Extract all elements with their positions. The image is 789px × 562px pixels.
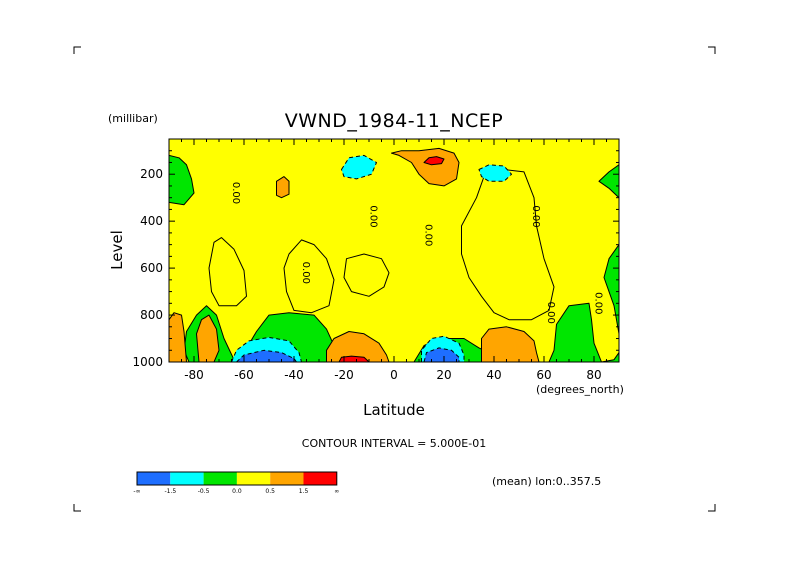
colorbar-label: 0.5 (265, 488, 275, 495)
colorbar-swatch (236, 472, 271, 485)
contour-region-blue (423, 347, 460, 362)
contour-label: 0.00 (423, 224, 434, 246)
contour-label: 0.00 (545, 302, 556, 324)
x-tick-label: -20 (334, 368, 354, 382)
crop-mark-top-left (73, 46, 81, 54)
colorbar-label: -∞ (133, 488, 140, 495)
contour-region-cyan (341, 154, 377, 180)
x-tick-label: -80 (184, 368, 204, 382)
colorbar-label: -0.5 (198, 488, 210, 495)
contour-regions (169, 139, 619, 362)
crop-mark-bottom-left (73, 504, 81, 512)
y-tick-label: 400 (140, 214, 163, 228)
colorbar-label: -1.5 (164, 488, 176, 495)
contour-label: 0.00 (230, 182, 241, 204)
x-tick-label: 80 (586, 368, 601, 382)
contour-region-orange (391, 147, 460, 187)
y-axis: 200 400 600 800 1000 (132, 150, 619, 369)
contour-label: 0.00 (300, 262, 311, 284)
colorbar-swatch (203, 472, 237, 485)
contour-region-yellow (343, 253, 390, 297)
colorbar-label: 0.0 (232, 488, 242, 495)
contour-region-yellow (169, 139, 619, 362)
contour-labels: 0.00 0.00 0.00 0.00 0.00 0.00 0.00 (230, 182, 604, 324)
x-tick-label: 60 (536, 368, 551, 382)
contour-region-red (423, 156, 445, 166)
crop-mark-bottom-right (708, 504, 716, 512)
contour-region-red (338, 355, 370, 362)
contour-region-orange (326, 331, 390, 362)
contour-label: 0.00 (530, 205, 541, 227)
contour-region-yellow (208, 237, 247, 307)
chart-title: VWND_1984-11_NCEP (285, 110, 503, 132)
x-axis-unit: (degrees_north) (536, 383, 624, 396)
contour-region-orange (196, 314, 220, 362)
x-tick-label: 0 (390, 368, 398, 382)
colorbar-swatch (170, 472, 204, 485)
x-tick-label: -40 (284, 368, 304, 382)
y-axis-unit: (millibar) (108, 112, 158, 125)
contour-region-orange (169, 312, 187, 362)
x-tick-label: 40 (486, 368, 501, 382)
contour-region-orange (276, 176, 290, 199)
x-tick-label: -60 (234, 368, 254, 382)
colorbar-label: 1.5 (299, 488, 309, 495)
contour-region-orange (481, 326, 540, 362)
colorbar: -∞ -1.5 -0.5 0.0 0.5 1.5 ∞ (133, 471, 339, 495)
y-tick-label: 200 (140, 167, 163, 181)
colorbar-frame (136, 471, 338, 486)
crop-marks (73, 46, 716, 512)
contour-region-cyan (478, 164, 512, 182)
y-tick-label: 1000 (132, 355, 163, 369)
contour-interval-note: CONTOUR INTERVAL = 5.000E-01 (302, 437, 486, 450)
y-tick-label: 600 (140, 261, 163, 275)
contour-region-yellow (283, 239, 335, 314)
y-tick-label: 800 (140, 308, 163, 322)
colorbar-label: ∞ (334, 488, 339, 495)
colorbar-swatch (137, 472, 171, 485)
x-tick-label: 20 (436, 368, 451, 382)
contour-label: 0.00 (368, 205, 379, 227)
y-axis-label: Level (108, 230, 126, 270)
contour-label: 0.00 (593, 292, 604, 314)
crop-mark-top-right (708, 46, 716, 54)
colorbar-swatch (303, 472, 337, 485)
x-axis-label: Latitude (363, 401, 425, 419)
colorbar-swatch (270, 472, 304, 485)
mean-note: (mean) lon:0..357.5 (492, 475, 601, 488)
